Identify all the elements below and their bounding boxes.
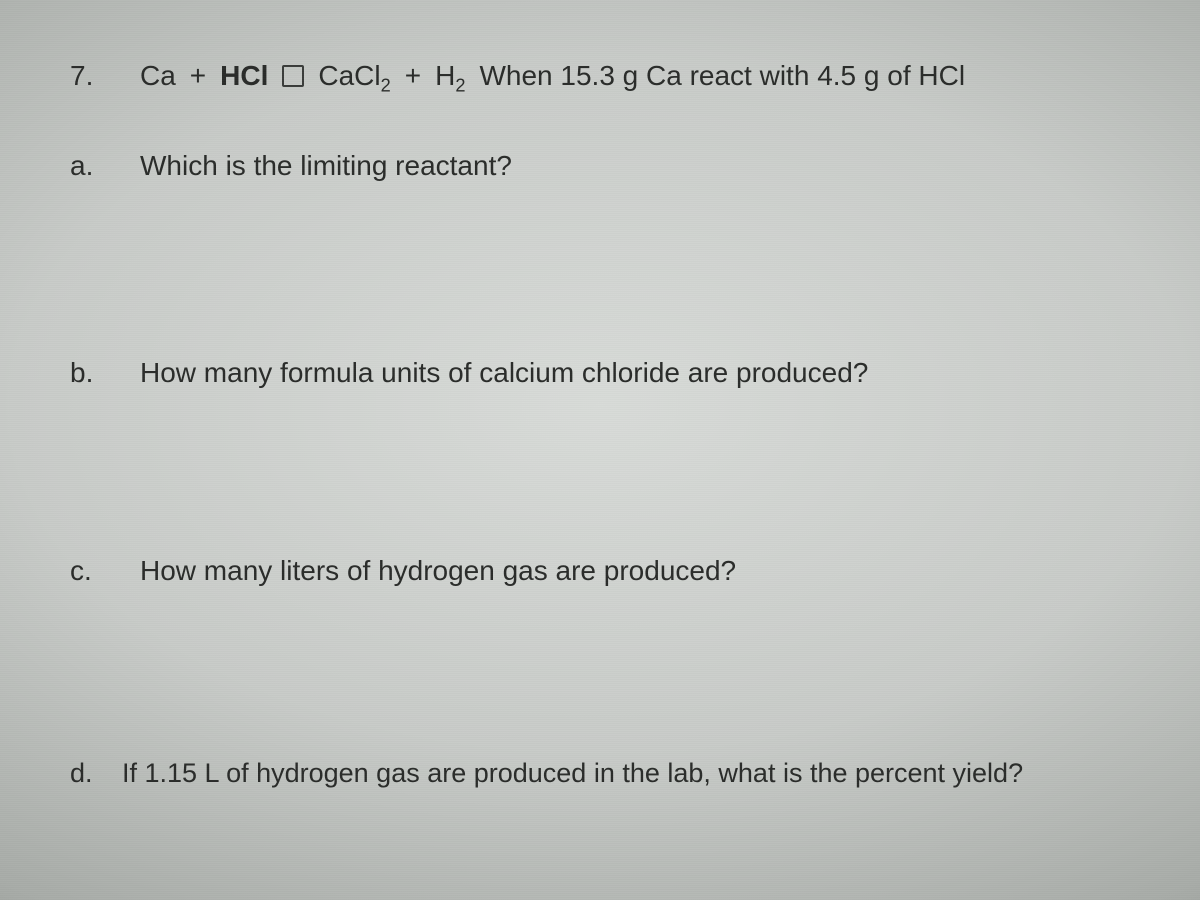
product-h2-base: H (435, 60, 455, 91)
product-h2: H2 (435, 60, 465, 97)
part-d-label: d. (70, 758, 110, 789)
part-b-label: b. (70, 357, 110, 389)
product-cacl2-sub: 2 (381, 76, 391, 96)
plus-1: + (190, 60, 206, 92)
product-h2-sub: 2 (455, 76, 465, 96)
part-c-row: c. How many liters of hydrogen gas are p… (70, 552, 1130, 590)
part-d-text: If 1.15 L of hydrogen gas are produced i… (122, 755, 1023, 791)
part-a-label: a. (70, 150, 110, 182)
part-c-text: How many liters of hydrogen gas are prod… (140, 552, 736, 590)
product-cacl2: CaCl2 (318, 60, 390, 97)
part-d-row: d. If 1.15 L of hydrogen gas are produce… (70, 755, 1130, 791)
worksheet-page: 7. Ca + HCl CaCl2 + H2 When 15.3 g Ca re… (0, 0, 1200, 900)
question-header-row: 7. Ca + HCl CaCl2 + H2 When 15.3 g Ca re… (70, 60, 1130, 97)
chemical-equation: Ca + HCl CaCl2 + H2 When 15.3 g Ca react… (140, 60, 965, 97)
part-a-text: Which is the limiting reactant? (140, 147, 512, 185)
plus-2: + (405, 60, 421, 92)
given-conditions: When 15.3 g Ca react with 4.5 g of HCl (479, 60, 965, 92)
part-b-text: How many formula units of calcium chlori… (140, 354, 868, 392)
yields-arrow-icon (282, 65, 304, 87)
part-a-row: a. Which is the limiting reactant? (70, 147, 1130, 185)
question-number: 7. (70, 60, 110, 92)
reactant-ca: Ca (140, 60, 176, 92)
reactant-hcl: HCl (220, 60, 268, 92)
part-b-row: b. How many formula units of calcium chl… (70, 354, 1130, 392)
part-c-label: c. (70, 555, 110, 587)
product-cacl2-base: CaCl (318, 60, 380, 91)
